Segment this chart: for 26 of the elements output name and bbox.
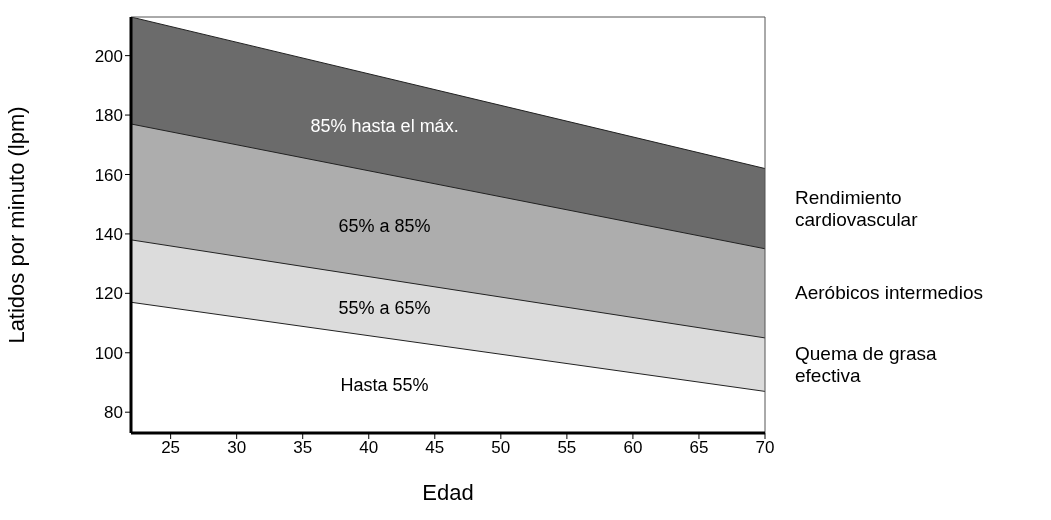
x-tick-label: 55 [557, 438, 577, 458]
y-tick-label: 160 [94, 165, 123, 185]
annotation: Hasta 55% [340, 374, 429, 396]
annotation: 55% a 65% [338, 297, 431, 319]
x-axis-title: Edad [422, 480, 474, 505]
y-tick-label: 180 [94, 106, 123, 126]
x-tick-label: 70 [755, 438, 775, 458]
annotation: 85% hasta el máx. [310, 115, 459, 137]
y-tick-label: 80 [104, 403, 123, 423]
y-tick-label: 200 [94, 46, 123, 66]
y-axis-title: Latidos por minuto (lpm) [3, 106, 29, 344]
x-tick-label: 60 [623, 438, 643, 458]
x-tick-label: 30 [227, 438, 247, 458]
y-tick-label: 100 [94, 343, 123, 363]
x-tick-label: 50 [491, 438, 511, 458]
y-tick-label: 140 [94, 224, 123, 244]
annotation: 65% a 85% [338, 215, 431, 237]
x-tick-label: 65 [689, 438, 709, 458]
y-tick-label: 120 [94, 284, 123, 304]
x-tick-label: 35 [293, 438, 313, 458]
series-label: Quema de grasa efectiva [795, 342, 938, 387]
x-tick-label: 25 [161, 438, 181, 458]
series-label: Aeróbicos intermedios [795, 282, 984, 305]
x-tick-label: 45 [425, 438, 445, 458]
series-label: Rendimiento cardiovascular [795, 186, 919, 231]
x-tick-label: 40 [359, 438, 379, 458]
